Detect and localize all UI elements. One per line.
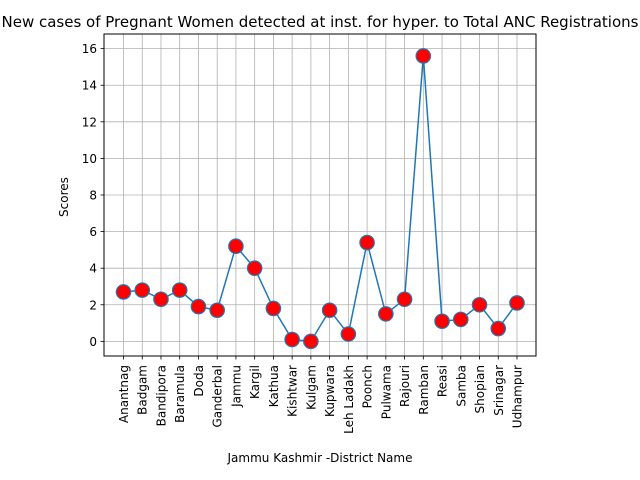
data-point <box>396 291 413 308</box>
chart-title: New cases of Pregnant Women detected at … <box>2 13 639 31</box>
x-tick-label: Ramban <box>417 365 431 415</box>
series <box>115 48 525 350</box>
data-point <box>228 238 244 255</box>
y-axis: 0 2 4 6 8 10 12 14 16 <box>82 42 104 349</box>
data-point <box>171 282 188 298</box>
data-point <box>452 311 469 328</box>
data-point <box>153 291 169 308</box>
x-tick-label: Kupwara <box>323 365 337 417</box>
x-tick-label: Poonch <box>361 365 375 408</box>
x-tick-label: Samba <box>454 365 468 407</box>
data-point <box>471 296 488 313</box>
y-tick-label: 6 <box>89 225 97 239</box>
data-point <box>134 282 151 298</box>
y-tick-label: 10 <box>82 152 97 166</box>
y-tick-label: 16 <box>82 42 97 56</box>
data-point <box>321 302 338 319</box>
data-point <box>303 333 319 350</box>
data-point <box>509 295 525 311</box>
data-point <box>209 302 225 319</box>
x-tick-label: Badgam <box>136 365 150 415</box>
x-tick-label: Anantnag <box>117 365 131 423</box>
data-point <box>359 234 375 251</box>
x-tick-label: Baramula <box>173 365 187 423</box>
data-point <box>246 260 263 276</box>
data-point <box>378 306 394 322</box>
x-tick-label: Udhampur <box>511 365 525 428</box>
data-point <box>490 320 507 337</box>
data-point <box>415 48 432 64</box>
x-axis: Anantnag Badgam Bandipora Baramula Doda Gande… <box>117 356 525 434</box>
grid <box>104 34 536 356</box>
x-tick-label: Jammu <box>229 365 243 408</box>
y-tick-label: 2 <box>89 298 97 312</box>
x-tick-label: Srinagar <box>492 365 506 416</box>
x-tick-label: Leh Ladakh <box>342 365 356 434</box>
x-tick-label: Ganderbal <box>211 365 225 428</box>
data-point <box>265 300 282 317</box>
y-tick-label: 0 <box>89 335 97 349</box>
x-axis-title: Jammu Kashmir -District Name <box>227 451 413 465</box>
x-tick-label: Kulgam <box>304 365 318 410</box>
data-point <box>340 326 357 342</box>
x-tick-label: Kathua <box>267 365 281 407</box>
x-tick-label: Kargil <box>248 365 262 399</box>
y-tick-label: 4 <box>89 262 97 276</box>
data-point <box>434 313 450 330</box>
y-tick-label: 14 <box>82 79 97 93</box>
x-tick-label: Pulwama <box>379 365 393 419</box>
x-tick-label: Shopian <box>473 365 487 413</box>
x-tick-label: Doda <box>192 365 206 397</box>
x-tick-label: Bandipora <box>154 365 168 426</box>
x-tick-label: Reasi <box>436 365 450 397</box>
y-tick-label: 8 <box>89 189 97 203</box>
y-tick-label: 12 <box>82 115 97 129</box>
data-point <box>115 284 132 300</box>
data-point <box>190 298 207 315</box>
x-tick-label: Kishtwar <box>286 365 300 417</box>
data-point <box>284 331 300 348</box>
series-line <box>123 55 518 343</box>
x-tick-label: Rajouri <box>398 365 412 407</box>
y-axis-title: Scores <box>57 177 71 217</box>
